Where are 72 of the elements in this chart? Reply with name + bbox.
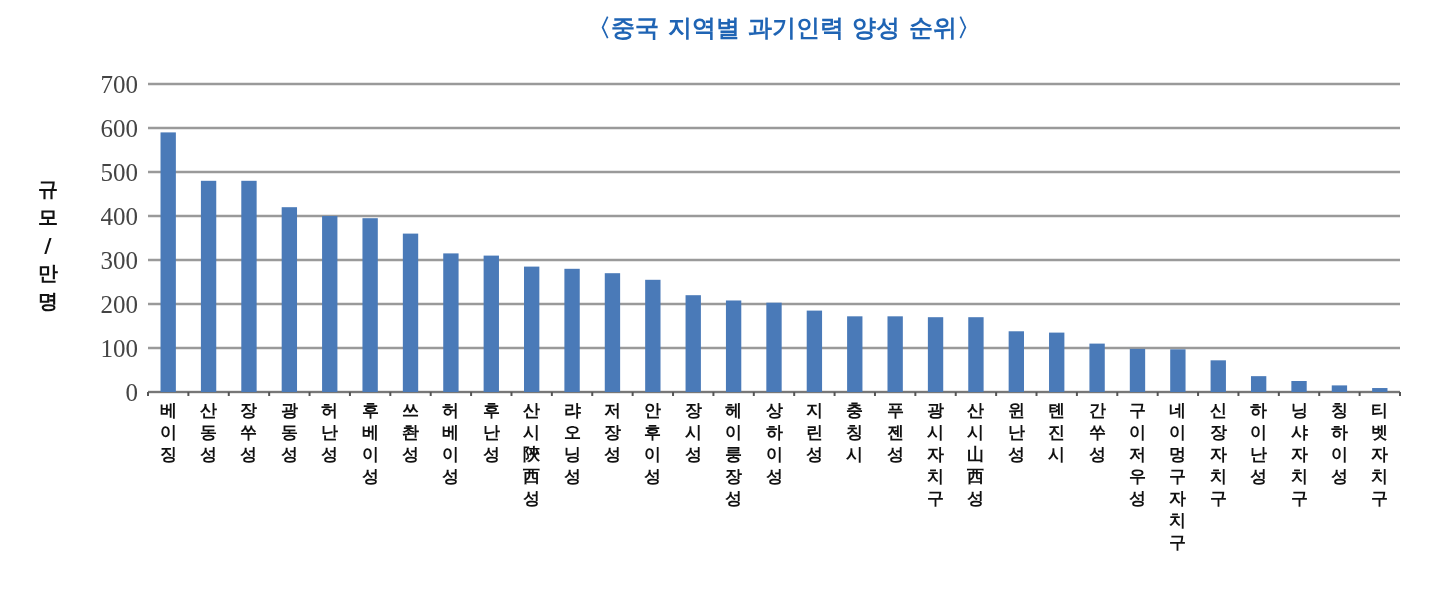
x-tick-label: 톈진시 [1048, 400, 1066, 464]
y-tick-label: 700 [100, 70, 138, 98]
bar [1170, 349, 1186, 392]
bar [160, 132, 176, 392]
bar [604, 273, 621, 392]
bar [1331, 385, 1348, 392]
x-tick-label: 하이난성 [1250, 400, 1268, 486]
bar [1049, 332, 1065, 392]
x-tick-label: 간쑤성 [1088, 400, 1106, 464]
x-tick-label: 베이징 [159, 400, 177, 464]
x-tick-label: 저장성 [603, 400, 621, 464]
bar [322, 216, 338, 392]
x-tick-label: 장시성 [684, 400, 702, 464]
bar [645, 279, 661, 392]
bar [766, 302, 782, 392]
bar [1291, 381, 1307, 392]
x-tick-label: 장쑤성 [240, 400, 258, 464]
x-tick-label: 신장자치구 [1209, 400, 1227, 508]
bar [887, 316, 903, 392]
y-tick-label: 500 [100, 158, 138, 186]
x-tick-label: 허베이성 [442, 400, 460, 486]
y-tick-label: 100 [100, 334, 138, 362]
bar [968, 317, 984, 392]
x-tick-label: 산시山西성 [966, 400, 985, 508]
bar [241, 180, 257, 392]
x-tick-label: 티벳자치구 [1371, 400, 1389, 508]
bar [1210, 360, 1226, 392]
bar [362, 218, 378, 392]
bar [443, 253, 459, 392]
x-tick-label: 랴오닝성 [563, 400, 581, 486]
y-tick-label: 200 [100, 290, 138, 318]
x-tick-label: 후난성 [482, 400, 500, 464]
y-tick-label: 0 [125, 378, 138, 406]
bar [1372, 388, 1388, 392]
bar [200, 180, 217, 392]
x-tick-label: 헤이룽장성 [725, 400, 743, 508]
bar [1089, 343, 1105, 392]
bar [402, 233, 419, 392]
x-tick-label: 상하이성 [765, 400, 783, 486]
x-tick-label: 충칭시 [846, 400, 864, 464]
bar [524, 266, 540, 392]
x-tick-label: 허난성 [321, 400, 339, 464]
bar [281, 207, 298, 392]
x-tick-label: 지린성 [805, 400, 823, 464]
x-tick-label: 닝샤자치구 [1290, 400, 1308, 508]
x-tick-label: 푸젠성 [886, 400, 904, 464]
x-tick-label: 광시자치구 [927, 400, 945, 508]
x-tick-label: 안후이성 [644, 400, 662, 486]
x-tick-label: 산시陝西성 [522, 400, 542, 508]
chart-title: 〈중국 지역별 과기인력 양성 순위〉 [587, 14, 981, 42]
y-axis-title: 규모/만명 [38, 177, 58, 313]
x-tick-label: 윈난성 [1007, 400, 1025, 464]
bar [1008, 331, 1024, 392]
bar [483, 255, 499, 392]
x-tick-label: 칭하이성 [1330, 400, 1348, 486]
x-tick-label: 구이저우성 [1128, 400, 1146, 508]
x-tick-label: 광동성 [280, 400, 298, 464]
bar [725, 300, 742, 392]
bar [927, 317, 944, 392]
bar [685, 295, 701, 392]
bar [806, 310, 823, 392]
y-tick-label: 600 [100, 114, 138, 142]
bar [1250, 376, 1267, 392]
x-tick-label: 후베이성 [361, 400, 379, 486]
x-tick-label: 네이멍구자치구 [1169, 400, 1187, 552]
x-tick-label: 산동성 [200, 400, 218, 464]
y-tick-label: 400 [100, 202, 138, 230]
bar [564, 268, 580, 392]
x-tick-label: 쓰촨성 [402, 400, 420, 464]
y-tick-label: 300 [100, 246, 138, 274]
bar [847, 316, 863, 392]
bar [1129, 348, 1146, 392]
